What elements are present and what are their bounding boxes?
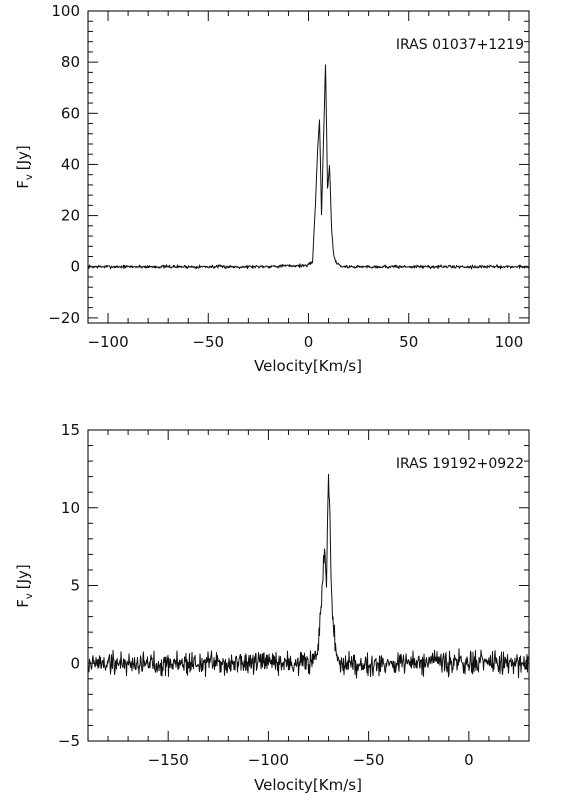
plot-frame-top [87,10,530,324]
x-tick-label: −50 [353,751,385,769]
x-axis-label-top: Velocity[Km/s] [254,357,362,375]
spectrum-line-top [87,64,530,270]
ticks-bottom [87,429,530,742]
panel-top: −100 −50 0 50 100 −20 0 20 40 60 80 100 IRAS 01037+… [14,2,530,375]
y-tick-label: 60 [61,104,80,122]
source-label-bottom: IRAS 19192+0922 [396,456,524,472]
y-tick-label: 0 [70,258,80,276]
x-tick-label: 0 [304,333,314,351]
source-label-top: IRAS 01037+1219 [396,37,524,53]
y-tick-label: 40 [61,155,80,173]
y-tick-label: 5 [70,577,80,595]
y-axis-label-bottom: Fv[Jy] [14,564,35,608]
x-tick-label: 0 [464,751,474,769]
x-tick-label: −150 [148,751,189,769]
y-tick-label: −5 [58,732,80,750]
plot-frame-bottom [87,429,530,742]
y-tick-label: 20 [61,207,80,225]
x-axis-label-bottom: Velocity[Km/s] [254,776,362,794]
ticks-top [87,10,530,323]
y-tick-label: −20 [48,309,80,327]
tick-labels-top: −100 −50 0 50 100 −20 0 20 40 60 80 100 [48,2,523,351]
x-tick-label: 100 [495,333,524,351]
y-axis-label-top: Fv[Jy] [14,145,35,189]
y-tick-label: 0 [70,654,80,672]
spectrum-line-bottom [87,473,530,679]
y-tick-label: 15 [61,421,80,439]
x-tick-label: −50 [192,333,224,351]
y-tick-label: 100 [51,2,80,20]
x-tick-label: −100 [248,751,289,769]
x-tick-label: −100 [87,333,128,351]
x-tick-label: 50 [399,333,418,351]
y-tick-label: 80 [61,53,80,71]
y-tick-label: 10 [61,499,80,517]
